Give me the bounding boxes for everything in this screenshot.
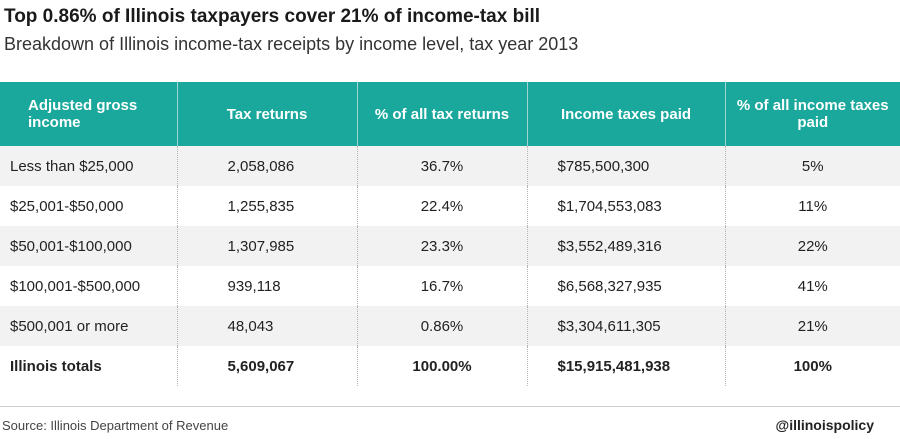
tax-returns-cell: 1,307,985 [176,226,357,266]
tax-returns-cell: 2,058,086 [176,146,357,186]
income-level-cell: Less than $25,000 [0,146,177,186]
header-pct-income-taxes: % of all income taxes paid [724,82,900,146]
pct-returns-cell: 22.4% [356,186,527,226]
income-level-cell: $500,001 or more [0,306,177,346]
source-note: Source: Illinois Department of Revenue [2,418,229,433]
social-handle: @illinoispolicy [775,417,874,433]
totals-row: Illinois totals 5,609,067 100.00% $15,91… [0,346,900,386]
page-subtitle: Breakdown of Illinois income-tax receipt… [4,34,579,54]
table-header-row: Adjusted gross income Tax returns % of a… [0,82,900,146]
income-level-cell: $50,001-$100,000 [0,226,177,266]
income-level-cell: $25,001-$50,000 [0,186,177,226]
header-income-taxes-paid: Income taxes paid [526,82,725,146]
table-row: $500,001 or more 48,043 0.86% $3,304,611… [0,306,900,346]
footer-divider [0,406,900,407]
pct-taxes-cell: 22% [724,226,900,266]
tax-returns-cell: 939,118 [176,266,357,306]
taxes-paid-cell: $3,304,611,305 [526,306,725,346]
pct-returns-cell: 0.86% [356,306,527,346]
pct-taxes-cell: 11% [724,186,900,226]
total-taxes-paid: $15,915,481,938 [526,346,725,386]
table-row: $50,001-$100,000 1,307,985 23.3% $3,552,… [0,226,900,266]
table-row: $100,001-$500,000 939,118 16.7% $6,568,3… [0,266,900,306]
header-tax-returns: Tax returns [176,82,357,146]
page-title: Top 0.86% of Illinois taxpayers cover 21… [4,6,541,27]
income-level-cell: $100,001-$500,000 [0,266,177,306]
pct-taxes-cell: 41% [724,266,900,306]
taxes-paid-cell: $785,500,300 [526,146,725,186]
tax-returns-cell: 1,255,835 [176,186,357,226]
total-tax-returns: 5,609,067 [176,346,357,386]
taxes-paid-cell: $6,568,327,935 [526,266,725,306]
pct-returns-cell: 16.7% [356,266,527,306]
total-pct-returns: 100.00% [356,346,527,386]
header-pct-tax-returns: % of all tax returns [356,82,527,146]
table-row: $25,001-$50,000 1,255,835 22.4% $1,704,5… [0,186,900,226]
pct-taxes-cell: 21% [724,306,900,346]
total-pct-taxes: 100% [724,346,900,386]
pct-returns-cell: 23.3% [356,226,527,266]
table-row: Less than $25,000 2,058,086 36.7% $785,5… [0,146,900,186]
tax-returns-cell: 48,043 [176,306,357,346]
totals-label: Illinois totals [0,346,177,386]
income-tax-table: Adjusted gross income Tax returns % of a… [0,82,900,386]
taxes-paid-cell: $1,704,553,083 [526,186,725,226]
header-adjusted-gross-income: Adjusted gross income [0,82,177,146]
pct-taxes-cell: 5% [724,146,900,186]
taxes-paid-cell: $3,552,489,316 [526,226,725,266]
pct-returns-cell: 36.7% [356,146,527,186]
